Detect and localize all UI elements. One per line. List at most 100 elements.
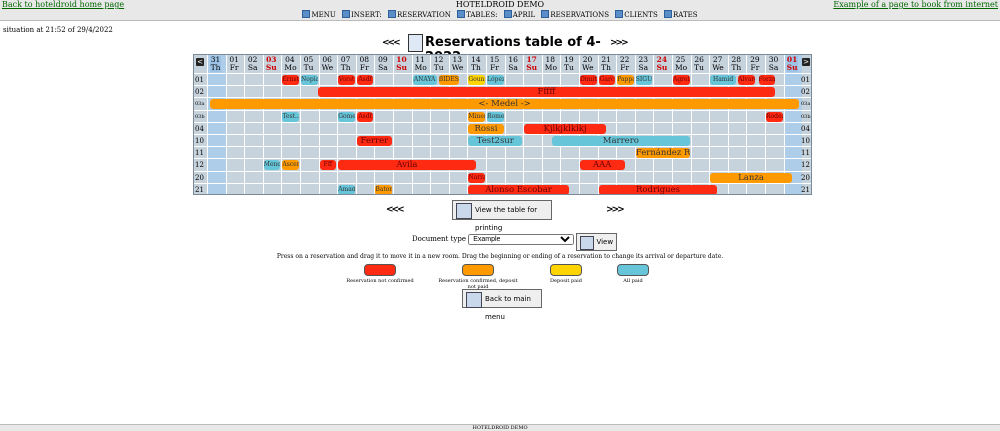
day-header: 01 Fr <box>229 56 240 72</box>
row-divider <box>194 109 811 111</box>
reservations-table: 31 Th 01 Fr 02 Sa 03 Su 04 Mo 05 Tu 06 We 07 Th 08 Fr 09 Sa… <box>193 54 812 195</box>
rates-icon <box>664 10 672 18</box>
row-divider <box>194 97 811 99</box>
reservation-block[interactable]: Rodez <box>766 111 783 122</box>
reservation-block[interactable]: Vorst <box>338 75 355 85</box>
day-number: 14 <box>471 55 481 64</box>
reservation-block[interactable]: BIDES <box>438 75 459 85</box>
prev-month-arrow-icon[interactable]: <<< <box>382 38 401 48</box>
reservation-block[interactable]: Test.. <box>282 111 299 122</box>
reservation-block[interactable]: López <box>487 75 504 85</box>
reservation-block[interactable]: Ávila <box>338 160 476 171</box>
reservation-block[interactable]: Fff <box>319 160 337 171</box>
row-divider <box>194 134 811 135</box>
table-title-bar: <<< Reservations table of 4-2022. >>> <box>382 34 629 65</box>
day-header: 18 Mo <box>545 56 557 72</box>
reservation-block[interactable]: Gomez <box>338 111 355 122</box>
reservation-block[interactable]: Test2sur <box>468 136 523 146</box>
reservation-block[interactable]: Rodrigues <box>598 184 718 194</box>
day-number: 24 <box>656 55 668 64</box>
clients-link[interactable]: CLIENTS <box>615 10 658 19</box>
document-type-select[interactable]: Example <box>468 234 575 245</box>
reservation-block[interactable]: Nopia <box>301 75 318 85</box>
insert-reservation-link[interactable]: RESERVATION <box>387 10 451 19</box>
day-column <box>281 55 300 194</box>
reservations-link[interactable]: RESERVATIONS <box>541 10 609 19</box>
rates-link[interactable]: RATES <box>664 10 698 19</box>
day-column <box>523 55 542 194</box>
row-divider <box>194 170 811 172</box>
day-number: 09 <box>378 55 388 64</box>
tables-icon <box>457 10 466 18</box>
reservation-block[interactable]: Ascen <box>282 160 299 171</box>
day-weekday: We <box>451 63 464 72</box>
reservation-block[interactable]: Miner <box>468 111 485 122</box>
reservation-block[interactable]: ANAYA <box>412 75 437 85</box>
day-weekday: Su <box>396 63 407 72</box>
reservation-block[interactable]: Asdf <box>356 111 374 122</box>
view-button[interactable]: View <box>576 233 618 251</box>
reservation-block[interactable]: Kjlkjklklkj <box>524 123 606 134</box>
reservation-block[interactable]: AAA <box>580 160 625 171</box>
day-weekday: Mo <box>414 63 427 72</box>
reservation-block[interactable]: Alvarez <box>738 75 755 85</box>
room-label: 02 <box>801 88 810 97</box>
next-day-arrow-icon[interactable]: > <box>802 58 810 66</box>
reservation-block[interactable]: Batom <box>375 184 392 194</box>
row-divider <box>194 73 811 74</box>
reservation-block[interactable]: Hamid <box>710 75 737 85</box>
reservation-block[interactable]: <- Medel -> <box>209 99 800 110</box>
reservation-block[interactable]: Ferrer <box>356 136 392 146</box>
day-header: 15 Fr <box>489 56 500 72</box>
top-bar: Back to hoteldroid home page HOTELDROID … <box>0 0 1000 21</box>
reservation-block[interactable]: Marrero <box>552 136 690 146</box>
next-month-arrow-icon[interactable]: >>> <box>610 38 629 48</box>
reservation-block[interactable]: Agrell <box>673 75 690 85</box>
reservation-block[interactable]: Asdf <box>356 75 374 85</box>
reservation-block[interactable]: Gounik <box>468 75 485 85</box>
reservation-block[interactable]: Ernst <box>282 75 299 85</box>
menu-item[interactable]: MENU <box>302 10 336 19</box>
app-title: HOTELDROID DEMO <box>455 0 545 9</box>
bottom-bar: HOTELDROID DEMO <box>0 424 1000 431</box>
situation-text: situation at 21:52 of 29/4/2022 <box>3 26 113 34</box>
day-header: 19 Tu <box>563 56 574 72</box>
reservation-block[interactable]: Lanza <box>710 172 792 183</box>
day-column <box>318 55 338 194</box>
reservation-block[interactable]: SIGUE <box>635 75 653 85</box>
day-header: 07 Th <box>340 56 351 72</box>
reservation-block[interactable]: Dimitri <box>580 75 597 85</box>
day-column <box>262 55 282 194</box>
reservation-block[interactable]: Fffff <box>317 87 776 98</box>
reservation-block[interactable]: Romer <box>487 111 504 122</box>
reservation-block[interactable]: Fernández Romero <box>635 148 690 159</box>
tables-month-link[interactable]: APRIL <box>503 10 535 19</box>
reservation-block[interactable]: Garc <box>598 75 616 85</box>
prev-page-arrow-icon[interactable]: <<< <box>386 205 405 215</box>
reservation-block[interactable]: Pappas <box>617 75 634 85</box>
day-weekday: Sa <box>768 63 779 72</box>
prev-day-arrow-icon[interactable]: < <box>196 58 204 66</box>
reservation-block[interactable]: Mendo. <box>263 160 281 171</box>
reservation-block[interactable]: Alonso Escobar <box>468 184 569 194</box>
home-link[interactable]: Back to hoteldroid home page <box>2 0 125 9</box>
reservation-block[interactable]: Rossi <box>468 123 504 134</box>
next-page-arrow-icon[interactable]: >>> <box>606 205 625 215</box>
day-number: 05 <box>303 55 314 64</box>
reservation-block[interactable]: Amada <box>338 184 355 194</box>
day-header: 30 Sa <box>768 56 779 72</box>
booking-example-link[interactable]: Example of a page to book from internet <box>833 0 998 9</box>
day-header: 08 Fr <box>359 56 370 72</box>
day-weekday: Sa <box>638 63 649 72</box>
reservation-block[interactable]: Narras <box>468 172 485 183</box>
reservation-block[interactable]: Forza <box>758 75 776 85</box>
day-number: 10 <box>396 55 407 64</box>
print-view-button[interactable]: View the table for printing <box>452 200 552 232</box>
reservations-icon <box>541 10 550 18</box>
day-weekday: Sa <box>508 63 518 72</box>
day-weekday: Fr <box>620 63 630 72</box>
day-header: 28 Th <box>731 56 742 72</box>
day-number: 28 <box>731 55 742 64</box>
day-weekday: Tu <box>563 63 574 72</box>
back-to-main-menu-button[interactable]: Back to main menu <box>462 289 542 321</box>
